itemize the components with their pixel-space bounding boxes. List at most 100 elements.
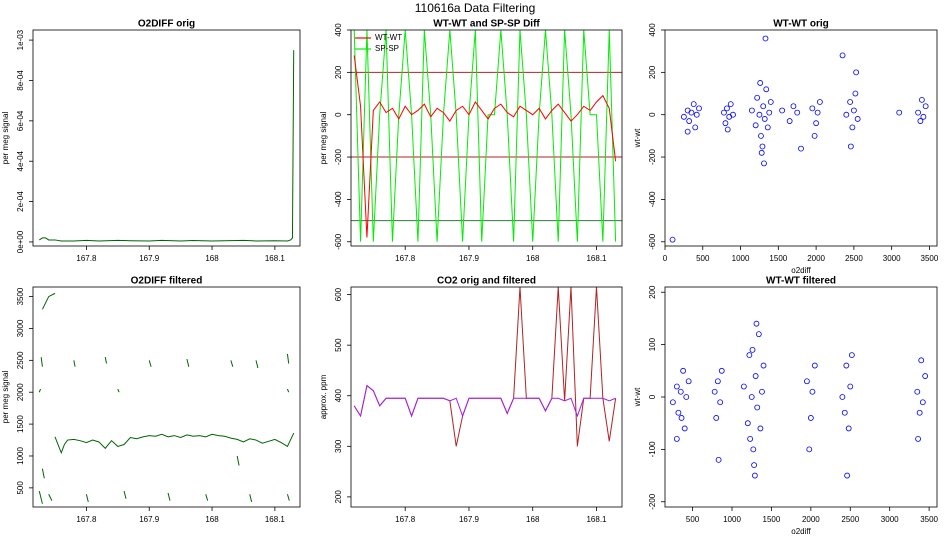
y-axis-label: per meg signal <box>1 112 10 165</box>
scatter-point <box>721 109 727 116</box>
scatter-point <box>766 109 773 116</box>
scatter-point <box>678 415 685 421</box>
x-tick-label: 1500 <box>763 515 781 524</box>
scatter-point <box>758 149 765 156</box>
scatter-point <box>811 362 818 369</box>
scatter-point <box>750 446 757 453</box>
x-tick-label: 168.1 <box>586 254 607 263</box>
y-tick-label: 400 <box>334 23 343 37</box>
scatter-point <box>798 145 804 152</box>
panel: WT-WT and SP-SP Diff per meg signal 167.8 1… <box>319 19 623 263</box>
scatter-point <box>918 96 925 103</box>
plot-frame <box>350 286 623 508</box>
scatter-point <box>852 90 859 97</box>
scatter-point <box>692 124 699 131</box>
scatter-point <box>714 378 721 385</box>
plot-frame <box>32 286 301 508</box>
scatter-point <box>844 472 851 479</box>
y-tick-label: 1e-03 <box>16 29 25 50</box>
y-tick-label: -100 <box>648 441 657 458</box>
scatter-point <box>686 118 693 124</box>
legend-label: SP-SP <box>375 44 399 53</box>
scatter-point <box>677 388 684 395</box>
y-tick-label: 200 <box>648 285 657 299</box>
scatter-point <box>916 409 923 416</box>
scatter-point <box>794 109 801 116</box>
figure-title: 110616a Data Filtering <box>415 1 536 15</box>
scatter-point <box>761 116 768 122</box>
data-line <box>353 55 617 238</box>
scatter-point <box>696 105 702 112</box>
scatter-point <box>718 367 725 374</box>
data-line <box>353 30 617 242</box>
panel-title: CO2 orig and filtered <box>437 276 536 287</box>
scatter-point <box>680 367 687 374</box>
plot-area <box>351 30 622 242</box>
scatter-point <box>751 462 757 468</box>
scatter-point <box>730 111 736 118</box>
scatter-point <box>918 357 925 364</box>
data-line <box>54 432 295 455</box>
scatter-point <box>849 124 856 131</box>
scatter-point <box>752 373 759 379</box>
y-tick-label: 0e+00 <box>16 230 25 253</box>
panel-title: O2DIFF filtered <box>131 276 203 287</box>
x-tick-label: 168 <box>205 515 219 524</box>
data-line <box>39 50 295 242</box>
x-tick-label: 168 <box>205 254 219 263</box>
scatter-point <box>758 132 764 139</box>
x-tick-label: 2500 <box>841 515 859 524</box>
y-tick-label: 0 <box>648 112 657 117</box>
scatter-point <box>760 362 767 369</box>
y-tick-label: 500 <box>334 338 343 352</box>
x-tick-label: 168.1 <box>265 515 286 524</box>
scatter-point <box>847 99 854 105</box>
scatter-point <box>786 118 793 124</box>
plot-frame <box>664 29 938 247</box>
scatter-point <box>685 378 692 385</box>
scatter-point <box>744 420 751 427</box>
scatter-point <box>755 331 762 338</box>
x-tick-label: 167.9 <box>139 515 160 524</box>
scatter-point <box>680 113 687 120</box>
scatter-point <box>749 346 756 353</box>
scatter-point <box>684 128 691 135</box>
y-tick-label: 8e-04 <box>16 70 25 91</box>
scatter-point <box>764 124 771 131</box>
x-tick-label: 167.9 <box>459 254 480 263</box>
scatter-point <box>754 404 761 411</box>
x-tick-label: 500 <box>696 254 710 263</box>
x-axis-label: o2diff <box>791 527 811 536</box>
panel: O2DIFF filtered per meg signal 167.8 167.9 1… <box>1 276 301 524</box>
y-tick-label: 400 <box>334 389 343 403</box>
y-axis-label: per meg signal <box>1 371 10 424</box>
y-tick-label: 1500 <box>16 415 25 433</box>
plot-area <box>38 292 295 504</box>
x-tick-label: 167.8 <box>76 515 97 524</box>
y-tick-label: 100 <box>648 337 657 351</box>
scatter-point <box>727 101 734 108</box>
scatter-point <box>790 103 797 110</box>
plot-frame <box>664 286 938 508</box>
scatter-point <box>806 446 813 453</box>
scatter-point <box>850 107 857 114</box>
x-tick-label: 2000 <box>807 254 825 263</box>
x-tick-label: 168 <box>526 254 540 263</box>
data-line <box>38 292 290 504</box>
scatter-point <box>814 109 821 116</box>
scatter-point <box>715 456 722 463</box>
y-tick-label: 2000 <box>16 383 25 401</box>
plot-area <box>353 287 617 447</box>
scatter-point <box>724 126 731 133</box>
x-tick-label: 167.8 <box>395 515 416 524</box>
scatter-point <box>747 436 754 442</box>
panel-title: WT-WT and SP-SP Diff <box>433 19 540 30</box>
scatter-point <box>675 409 682 416</box>
y-tick-label: 1000 <box>16 447 25 465</box>
x-tick-label: 167.8 <box>76 254 97 263</box>
panel-title: WT-WT filtered <box>766 276 836 287</box>
y-tick-label: 6e-04 <box>16 110 25 131</box>
